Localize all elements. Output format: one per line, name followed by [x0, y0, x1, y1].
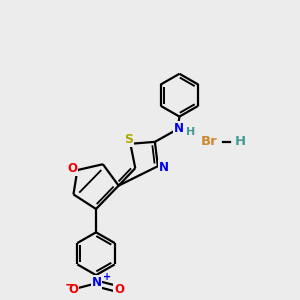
Text: −: − — [64, 278, 75, 291]
Text: H: H — [235, 135, 246, 148]
Text: O: O — [114, 283, 124, 296]
Text: N: N — [92, 276, 101, 290]
Text: Br: Br — [200, 135, 217, 148]
Text: O: O — [68, 283, 78, 296]
Text: N: N — [173, 122, 184, 135]
Text: N: N — [159, 161, 169, 174]
Text: +: + — [103, 272, 111, 282]
Text: S: S — [124, 133, 133, 146]
Text: H: H — [186, 127, 196, 137]
Text: O: O — [67, 162, 77, 175]
